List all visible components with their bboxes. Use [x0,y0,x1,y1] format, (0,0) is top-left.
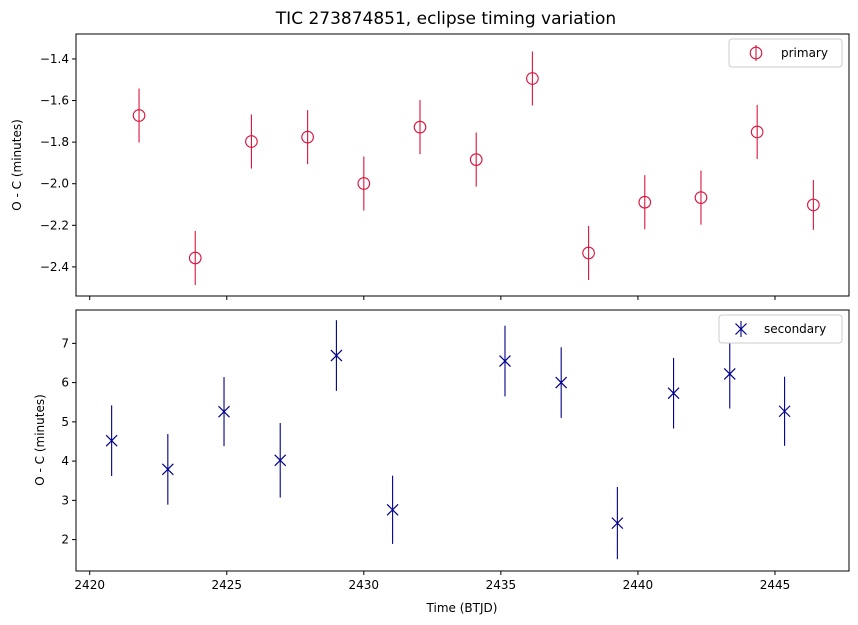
secondary-legend-marker [735,321,747,337]
data-point [667,387,680,400]
y-tick-label: −1.8 [40,135,69,149]
primary-y-axis-label: O - C (minutes) [10,119,24,211]
y-tick-label: 4 [61,454,69,468]
x-tick-label: 2445 [760,578,791,592]
data-point [611,517,624,530]
primary-legend-marker [749,45,763,61]
data-point [582,246,595,260]
y-tick-label: −2.0 [40,177,69,191]
secondary-y-ticks: 2 3 4 5 6 7 [61,336,76,547]
primary-legend: primary [728,38,843,68]
primary-legend-box [728,38,843,68]
x-axis-label: Time (BTJD) [426,601,498,615]
y-tick-label: −2.4 [40,260,69,274]
data-point [807,198,820,212]
data-point [723,368,736,380]
data-point [105,434,118,447]
secondary-x-ticks: 2420 2425 2430 2435 2440 2445 [74,571,790,592]
y-tick-label: 2 [61,533,69,547]
data-point [132,109,146,122]
y-tick-label: 7 [61,336,69,350]
y-tick-label: −2.2 [40,218,69,232]
data-point [555,376,568,389]
data-point [413,120,427,134]
x-tick-label: 2440 [623,578,654,592]
y-tick-label: 3 [61,493,69,507]
secondary-legend: secondary [718,314,843,344]
data-point [638,195,652,209]
x-tick-label: 2435 [486,578,517,592]
y-tick-label: −1.6 [40,94,69,108]
data-point [499,355,511,367]
data-point [245,135,258,148]
primary-axes-frame [75,33,850,297]
x-tick-label: 2430 [349,578,380,592]
data-point [526,72,539,85]
x-tick-label: 2425 [211,578,242,592]
primary-x-ticks [89,296,776,300]
data-point [386,503,399,516]
y-tick-label: 5 [61,415,69,429]
chart-title: TIC 273874851, eclipse timing variation [275,9,616,29]
data-point [750,125,764,139]
y-tick-label: −1.4 [40,52,69,66]
data-point [469,153,483,166]
data-point [778,405,791,418]
primary-series [132,51,820,285]
secondary-legend-label: secondary [764,322,826,336]
data-point [161,463,174,476]
secondary-axes-frame [75,309,850,572]
data-point [694,191,708,204]
primary-panel: O - C (minutes) −2.4 −2.2 −2.0 −1.8 −1.6 −1.4… [10,33,850,300]
primary-legend-label: primary [781,46,828,60]
data-point [274,454,287,467]
data-point [357,177,371,190]
primary-y-ticks: −2.4 −2.2 −2.0 −1.8 −1.6 −1.4 [40,52,76,274]
data-point [188,251,202,265]
secondary-series [105,320,791,560]
data-point [301,130,314,144]
secondary-y-axis-label: O - C (minutes) [33,394,47,486]
data-point [218,405,230,418]
secondary-legend-box [718,314,843,344]
y-tick-label: 6 [61,376,69,390]
data-point [330,349,343,362]
x-tick-label: 2420 [74,578,105,592]
